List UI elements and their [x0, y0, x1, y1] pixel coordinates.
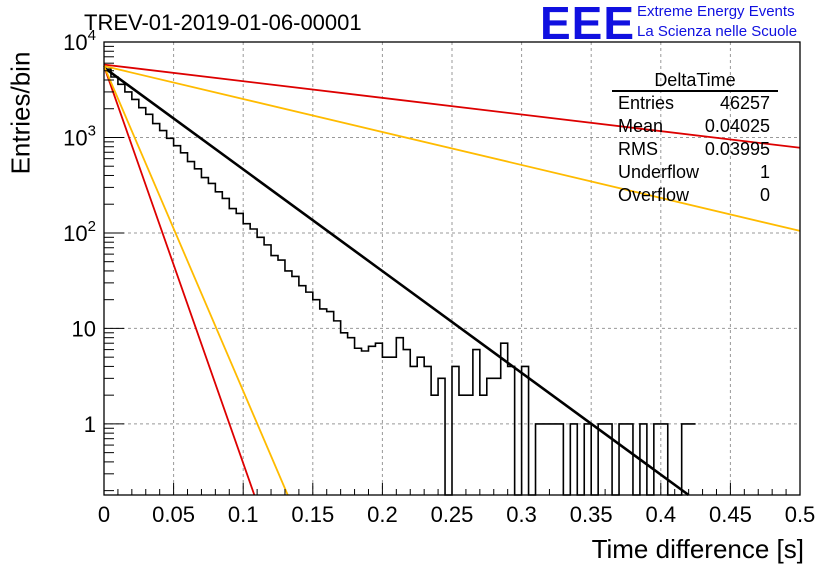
x-tick-label: 0.2: [367, 502, 398, 527]
stats-value: 0: [759, 185, 770, 205]
x-tick-label: 0.3: [506, 502, 537, 527]
x-tick-label: 0.5: [785, 502, 816, 527]
stats-value: 46257: [719, 93, 770, 113]
stats-value: 0.04025: [704, 116, 770, 136]
yellow-fast-line: [103, 65, 289, 496]
stats-box: DeltaTime Entries 46257 Mean 0.04025 RMS…: [612, 70, 778, 207]
chart-title: TREV-01-2019-01-06-00001: [84, 10, 362, 35]
fit-line: [103, 66, 690, 497]
stats-row-overflow: Overflow 0: [612, 184, 778, 207]
y-tick-label: 1: [84, 412, 96, 437]
logo-line-1: Extreme Energy Events: [637, 3, 795, 20]
stats-key: Overflow: [618, 185, 690, 205]
x-tick-label: 0.4: [646, 502, 677, 527]
histogram-outline: [104, 68, 696, 496]
x-axis-label: Time difference [s]: [591, 534, 804, 564]
y-tick-label: 102: [63, 218, 96, 246]
x-tick-label: 0.1: [228, 502, 259, 527]
stats-value: 0.03995: [704, 139, 770, 159]
red-slow-line: [103, 63, 801, 149]
x-tick-label: 0: [98, 502, 110, 527]
x-tick-label: 0.05: [152, 502, 195, 527]
stats-row-rms: RMS 0.03995: [612, 138, 778, 161]
y-tick-label: 10: [72, 316, 96, 341]
stats-value: 1: [759, 162, 770, 182]
stats-row-mean: Mean 0.04025: [612, 115, 778, 138]
x-tick-label: 0.25: [431, 502, 474, 527]
x-tick-label: 0.15: [291, 502, 334, 527]
stats-key: Mean: [618, 116, 664, 136]
stats-title: DeltaTime: [612, 70, 778, 92]
x-tick-label: 0.45: [709, 502, 752, 527]
logo-line-2: La Scienza nelle Scuole: [637, 23, 798, 40]
stats-row-underflow: Underflow 1: [612, 161, 778, 184]
red-fast-line: [103, 65, 256, 496]
y-axis-label: Entries/bin: [5, 51, 36, 175]
eee-logo: EEE: [540, 0, 636, 49]
stats-key: Underflow: [618, 162, 700, 182]
stats-key: Entries: [618, 93, 675, 113]
yellow-slow-line: [103, 65, 801, 232]
x-tick-label: 0.35: [570, 502, 613, 527]
stats-row-entries: Entries 46257: [612, 92, 778, 115]
series-layer: [103, 63, 801, 497]
y-tick-label: 103: [63, 122, 96, 150]
stats-key: RMS: [618, 139, 658, 159]
